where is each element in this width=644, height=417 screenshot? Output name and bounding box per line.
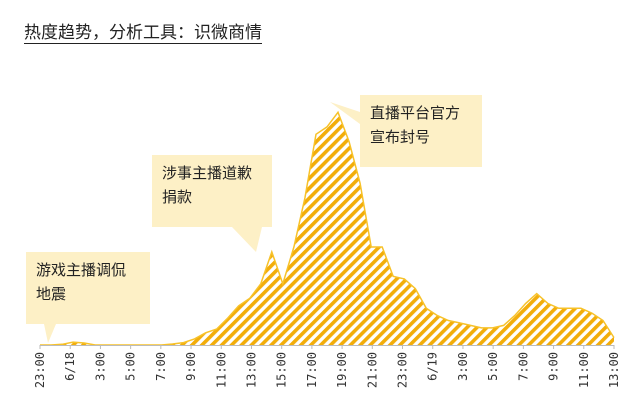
- x-tick-label: 3:00: [456, 352, 470, 381]
- x-tick-label: 11:00: [214, 352, 228, 388]
- x-tick-label: 5:00: [486, 352, 500, 381]
- chart-title: 热度趋势，分析工具：识微商情: [24, 23, 262, 43]
- x-tick-label: 3:00: [93, 352, 107, 381]
- x-tick-label: 7:00: [154, 352, 168, 381]
- x-tick-label: 9:00: [184, 352, 198, 381]
- callout-game-streamer: 游戏主播调侃 地震: [26, 252, 150, 324]
- x-tick-label: 6/18: [63, 352, 77, 381]
- x-tick-label: 23:00: [396, 352, 410, 388]
- x-tick-label: 11:00: [577, 352, 591, 388]
- x-tick-label: 17:00: [305, 352, 319, 388]
- heat-area: [40, 112, 614, 345]
- callout-apology-donation: 涉事主播道歉 捐款: [152, 155, 272, 227]
- x-tick-label: 21:00: [365, 352, 379, 388]
- callout-platform-ban: 直播平台官方 宣布封号: [360, 95, 482, 167]
- x-tick-label: 5:00: [124, 352, 138, 381]
- annotation-text: 涉事主播道歉 捐款: [162, 164, 253, 206]
- x-tick-label: 13:00: [244, 352, 258, 388]
- x-tick-label: 13:00: [607, 352, 621, 388]
- annotation-text: 游戏主播调侃 地震: [36, 261, 127, 303]
- x-tick-label: 15:00: [275, 352, 289, 388]
- x-tick-label: 19:00: [335, 352, 349, 388]
- x-tick-label: 7:00: [516, 352, 530, 381]
- annotation-text: 直播平台官方 宣布封号: [370, 104, 461, 146]
- x-tick-label: 6/19: [426, 352, 440, 381]
- x-tick-label: 9:00: [547, 352, 561, 381]
- x-tick-label: 23:00: [33, 352, 47, 388]
